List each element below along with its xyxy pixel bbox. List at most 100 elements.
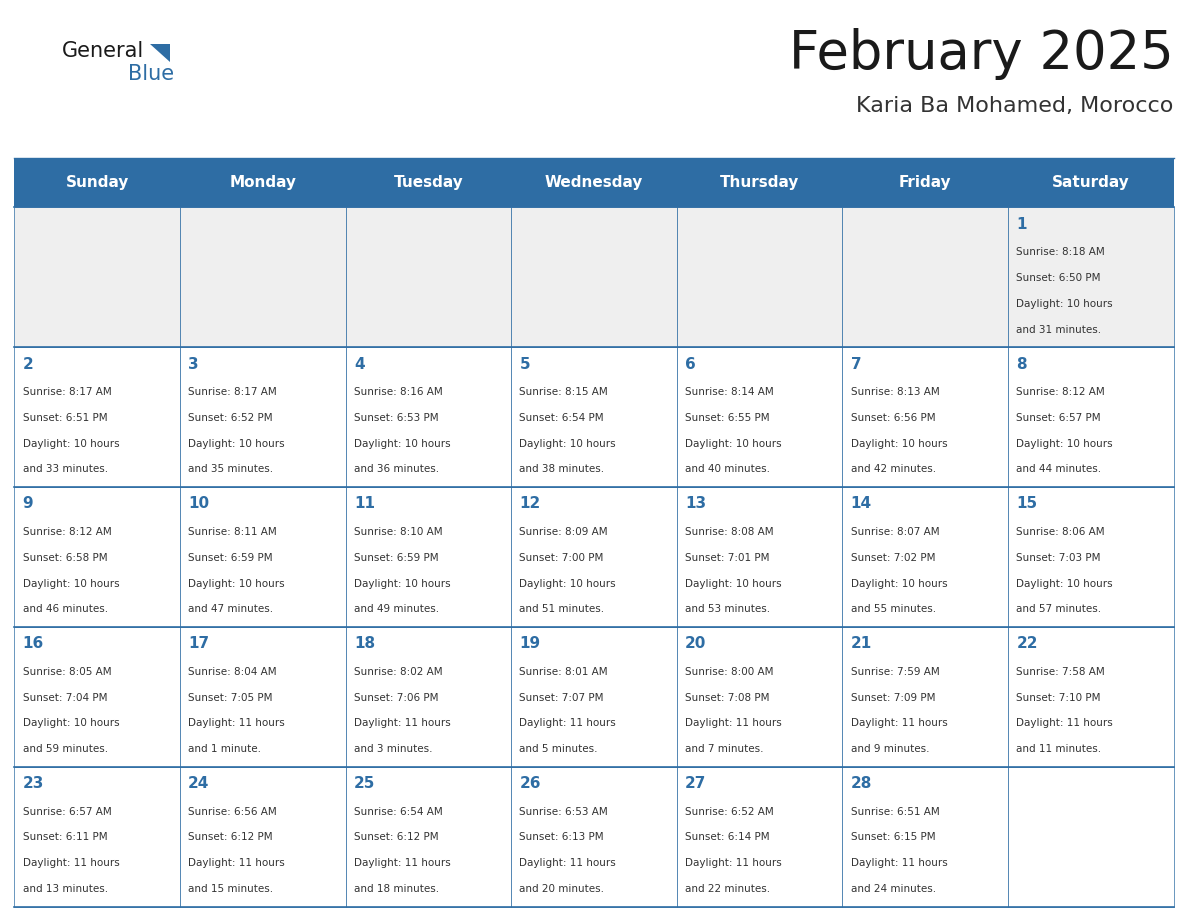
Text: Sunrise: 8:08 AM: Sunrise: 8:08 AM xyxy=(685,527,773,537)
Text: Daylight: 11 hours: Daylight: 11 hours xyxy=(519,858,617,868)
Text: Sunrise: 8:18 AM: Sunrise: 8:18 AM xyxy=(1017,247,1105,257)
Text: and 33 minutes.: and 33 minutes. xyxy=(23,465,108,475)
Text: 24: 24 xyxy=(188,777,209,791)
Polygon shape xyxy=(150,44,170,62)
Text: Daylight: 11 hours: Daylight: 11 hours xyxy=(685,858,782,868)
Text: 26: 26 xyxy=(519,777,541,791)
Text: Sunset: 7:04 PM: Sunset: 7:04 PM xyxy=(23,692,107,702)
Text: Daylight: 11 hours: Daylight: 11 hours xyxy=(685,719,782,728)
Text: Sunday: Sunday xyxy=(65,175,128,190)
Text: 17: 17 xyxy=(188,636,209,652)
Bar xyxy=(842,487,1009,627)
Text: and 36 minutes.: and 36 minutes. xyxy=(354,465,440,475)
Text: 27: 27 xyxy=(685,777,707,791)
Text: Sunset: 6:59 PM: Sunset: 6:59 PM xyxy=(188,553,273,563)
Text: Saturday: Saturday xyxy=(1053,175,1130,190)
Text: and 9 minutes.: and 9 minutes. xyxy=(851,744,929,755)
Text: 10: 10 xyxy=(188,497,209,511)
Bar xyxy=(346,487,511,627)
Text: Sunset: 6:55 PM: Sunset: 6:55 PM xyxy=(685,413,770,422)
Text: Daylight: 10 hours: Daylight: 10 hours xyxy=(354,578,450,588)
Text: Sunset: 6:51 PM: Sunset: 6:51 PM xyxy=(23,413,107,422)
Text: Daylight: 10 hours: Daylight: 10 hours xyxy=(519,578,617,588)
Text: and 46 minutes.: and 46 minutes. xyxy=(23,604,108,614)
Text: Daylight: 10 hours: Daylight: 10 hours xyxy=(23,719,119,728)
Text: 28: 28 xyxy=(851,777,872,791)
Text: Sunrise: 6:54 AM: Sunrise: 6:54 AM xyxy=(354,807,443,816)
Text: Sunset: 6:13 PM: Sunset: 6:13 PM xyxy=(519,833,605,843)
Bar xyxy=(346,767,511,907)
Text: Daylight: 11 hours: Daylight: 11 hours xyxy=(23,858,119,868)
Text: Sunrise: 8:14 AM: Sunrise: 8:14 AM xyxy=(685,386,773,397)
Text: and 38 minutes.: and 38 minutes. xyxy=(519,465,605,475)
Text: Sunrise: 6:51 AM: Sunrise: 6:51 AM xyxy=(851,807,940,816)
Text: Karia Ba Mohamed, Morocco: Karia Ba Mohamed, Morocco xyxy=(857,96,1174,117)
Text: Daylight: 10 hours: Daylight: 10 hours xyxy=(685,578,782,588)
Text: Daylight: 10 hours: Daylight: 10 hours xyxy=(1017,439,1113,449)
Text: and 47 minutes.: and 47 minutes. xyxy=(188,604,273,614)
Text: Sunset: 6:11 PM: Sunset: 6:11 PM xyxy=(23,833,107,843)
Text: Sunrise: 8:05 AM: Sunrise: 8:05 AM xyxy=(23,666,112,677)
Text: 21: 21 xyxy=(851,636,872,652)
Text: Daylight: 10 hours: Daylight: 10 hours xyxy=(685,439,782,449)
Text: 19: 19 xyxy=(519,636,541,652)
Text: Sunset: 6:56 PM: Sunset: 6:56 PM xyxy=(851,413,935,422)
Text: and 15 minutes.: and 15 minutes. xyxy=(188,884,273,894)
Text: Daylight: 11 hours: Daylight: 11 hours xyxy=(188,858,285,868)
Bar xyxy=(677,767,842,907)
Text: 4: 4 xyxy=(354,356,365,372)
Text: Daylight: 10 hours: Daylight: 10 hours xyxy=(23,439,119,449)
Text: and 59 minutes.: and 59 minutes. xyxy=(23,744,108,755)
Bar xyxy=(677,487,842,627)
Text: Daylight: 10 hours: Daylight: 10 hours xyxy=(851,578,947,588)
Text: and 22 minutes.: and 22 minutes. xyxy=(685,884,770,894)
Text: Sunrise: 8:10 AM: Sunrise: 8:10 AM xyxy=(354,527,442,537)
Bar xyxy=(511,347,677,487)
Text: 13: 13 xyxy=(685,497,706,511)
Text: Daylight: 11 hours: Daylight: 11 hours xyxy=(354,858,450,868)
Text: Sunset: 6:59 PM: Sunset: 6:59 PM xyxy=(354,553,438,563)
Bar xyxy=(14,767,179,907)
Text: Daylight: 10 hours: Daylight: 10 hours xyxy=(1017,298,1113,308)
Bar xyxy=(179,627,346,767)
Text: Daylight: 10 hours: Daylight: 10 hours xyxy=(354,439,450,449)
Text: Sunrise: 8:11 AM: Sunrise: 8:11 AM xyxy=(188,527,277,537)
Text: 2: 2 xyxy=(23,356,33,372)
Text: and 49 minutes.: and 49 minutes. xyxy=(354,604,440,614)
Text: February 2025: February 2025 xyxy=(789,28,1174,80)
Text: Sunrise: 8:09 AM: Sunrise: 8:09 AM xyxy=(519,527,608,537)
Text: Sunset: 7:03 PM: Sunset: 7:03 PM xyxy=(1017,553,1101,563)
Text: Daylight: 11 hours: Daylight: 11 hours xyxy=(188,719,285,728)
Text: Sunset: 6:12 PM: Sunset: 6:12 PM xyxy=(354,833,438,843)
Text: and 20 minutes.: and 20 minutes. xyxy=(519,884,605,894)
Text: 1: 1 xyxy=(1017,217,1026,231)
Text: Sunrise: 6:57 AM: Sunrise: 6:57 AM xyxy=(23,807,112,816)
Text: Tuesday: Tuesday xyxy=(393,175,463,190)
Text: and 35 minutes.: and 35 minutes. xyxy=(188,465,273,475)
Bar xyxy=(14,347,179,487)
Text: Sunrise: 6:53 AM: Sunrise: 6:53 AM xyxy=(519,807,608,816)
Bar xyxy=(1009,207,1174,347)
Text: 6: 6 xyxy=(685,356,696,372)
Text: and 44 minutes.: and 44 minutes. xyxy=(1017,465,1101,475)
Text: 16: 16 xyxy=(23,636,44,652)
Text: 7: 7 xyxy=(851,356,861,372)
Text: and 42 minutes.: and 42 minutes. xyxy=(851,465,936,475)
Text: Sunset: 6:12 PM: Sunset: 6:12 PM xyxy=(188,833,273,843)
Text: Sunrise: 8:01 AM: Sunrise: 8:01 AM xyxy=(519,666,608,677)
Text: Sunset: 7:09 PM: Sunset: 7:09 PM xyxy=(851,692,935,702)
Text: and 31 minutes.: and 31 minutes. xyxy=(1017,325,1101,334)
Bar xyxy=(179,767,346,907)
Text: Sunrise: 6:56 AM: Sunrise: 6:56 AM xyxy=(188,807,277,816)
Text: Sunset: 6:15 PM: Sunset: 6:15 PM xyxy=(851,833,935,843)
Bar xyxy=(511,207,677,347)
Text: 14: 14 xyxy=(851,497,872,511)
Text: Sunrise: 6:52 AM: Sunrise: 6:52 AM xyxy=(685,807,773,816)
Text: Daylight: 10 hours: Daylight: 10 hours xyxy=(851,439,947,449)
Text: Sunset: 7:02 PM: Sunset: 7:02 PM xyxy=(851,553,935,563)
Text: Sunset: 6:53 PM: Sunset: 6:53 PM xyxy=(354,413,438,422)
Text: Sunset: 7:06 PM: Sunset: 7:06 PM xyxy=(354,692,438,702)
Text: and 18 minutes.: and 18 minutes. xyxy=(354,884,440,894)
Text: Daylight: 11 hours: Daylight: 11 hours xyxy=(354,719,450,728)
Text: Daylight: 10 hours: Daylight: 10 hours xyxy=(188,439,285,449)
